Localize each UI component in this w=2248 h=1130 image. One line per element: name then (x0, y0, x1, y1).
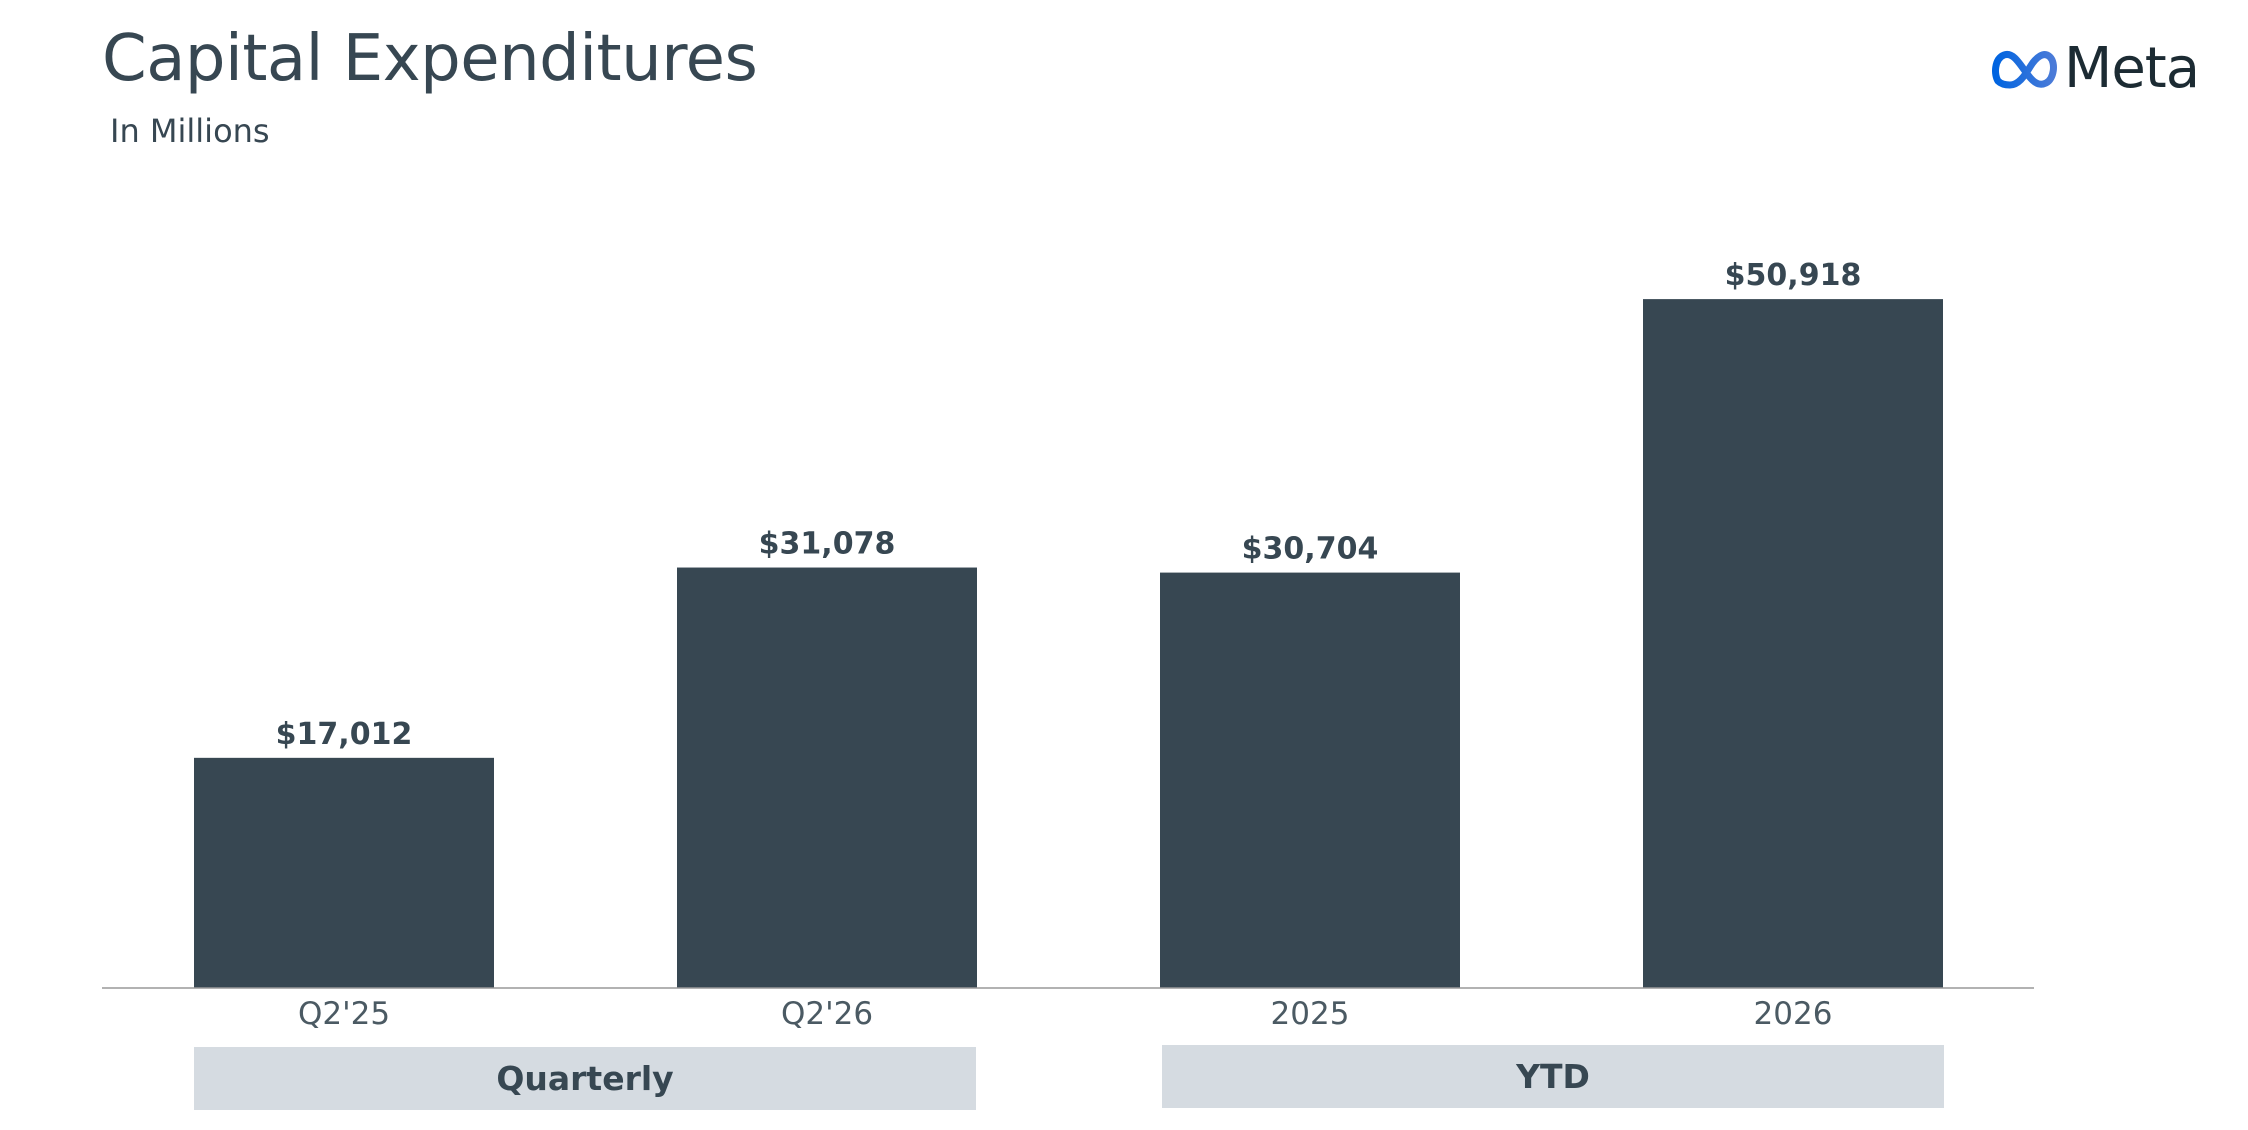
bar-3 (1643, 299, 1943, 989)
meta-logo: Meta (1992, 36, 2200, 101)
x-tick-label-1: Q2'26 (781, 996, 873, 1032)
meta-logo-text: Meta (2064, 36, 2200, 101)
labels-layer: $17,012 Q2'25 $31,078 Q2'26 $30,704 2025 $50,9… (276, 258, 1862, 1032)
bar-0 (194, 757, 494, 988)
meta-infinity-icon (1992, 50, 2057, 88)
group-label-quarterly: Quarterly (194, 1047, 976, 1110)
x-tick-label-3: 2026 (1754, 996, 1833, 1032)
value-label-1: $31,078 (759, 527, 896, 562)
group-label-ytd: YTD (1162, 1045, 1944, 1108)
value-label-0: $17,012 (276, 717, 413, 752)
value-label-2: $30,704 (1242, 532, 1379, 567)
bar-2 (1160, 572, 1460, 988)
page-title: Capital Expenditures (102, 22, 758, 96)
bar-1 (677, 567, 977, 988)
page-subtitle: In Millions (110, 112, 270, 150)
x-tick-label-2: 2025 (1271, 996, 1350, 1032)
bars-layer (194, 299, 1943, 989)
x-tick-label-0: Q2'25 (298, 996, 390, 1032)
value-label-3: $50,918 (1725, 258, 1862, 293)
